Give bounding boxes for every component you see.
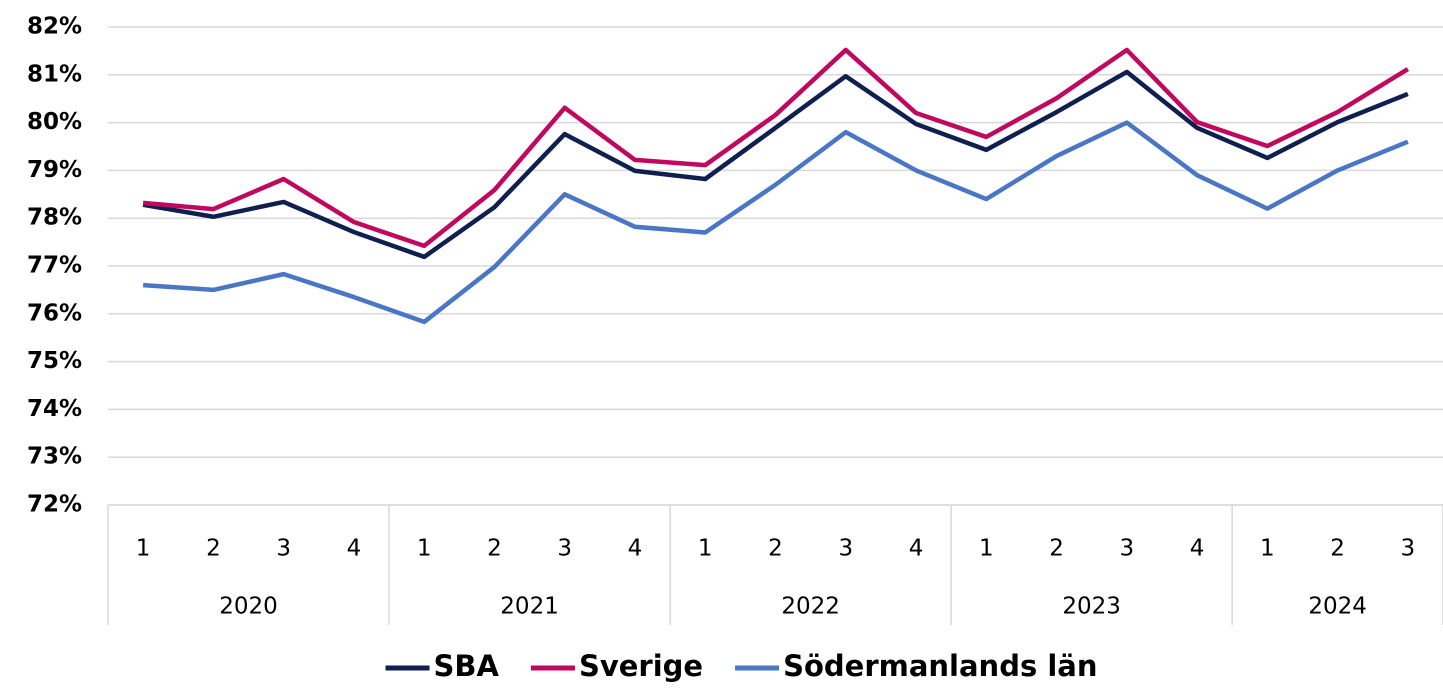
- x-tick-label: 2: [1049, 536, 1064, 562]
- x-tick-label: 1: [136, 536, 151, 562]
- legend-label: SBA: [434, 649, 500, 683]
- y-tick-label: 77%: [27, 253, 82, 279]
- x-group-label: 2023: [1062, 594, 1121, 620]
- y-tick-label: 81%: [27, 61, 82, 87]
- legend-label: Sverige: [579, 649, 703, 683]
- x-tick-label: 3: [838, 536, 853, 562]
- x-tick-label: 2: [487, 536, 502, 562]
- x-tick-label: 1: [698, 536, 713, 562]
- y-tick-label: 72%: [27, 492, 82, 518]
- y-tick-label: 82%: [27, 14, 82, 40]
- x-tick-label: 3: [557, 536, 572, 562]
- series-line: [142, 69, 1409, 260]
- y-tick-label: 74%: [27, 396, 82, 422]
- x-tick-label: 2: [1330, 536, 1345, 562]
- x-group-label: 2024: [1308, 594, 1367, 620]
- y-tick-label: 75%: [27, 348, 82, 374]
- x-tick-label: 1: [417, 536, 432, 562]
- x-tick-label: 3: [1401, 536, 1416, 562]
- y-tick-label: 73%: [27, 444, 82, 470]
- y-tick-label: 80%: [27, 109, 82, 135]
- x-tick-label: 4: [1190, 536, 1205, 562]
- x-tick-label: 4: [909, 536, 924, 562]
- x-group-label: 2022: [781, 594, 840, 620]
- x-tick-label: 1: [979, 536, 994, 562]
- series-line: [142, 47, 1410, 249]
- x-group-label: 2020: [219, 594, 278, 620]
- x-tick-label: 4: [628, 536, 643, 562]
- x-tick-label: 3: [1119, 536, 1134, 562]
- series-line: [142, 120, 1409, 325]
- legend-label: Södermanlands län: [783, 649, 1097, 683]
- x-group-label: 2021: [500, 594, 559, 620]
- x-tick-label: 2: [206, 536, 221, 562]
- x-tick-label: 3: [276, 536, 291, 562]
- x-tick-label: 4: [347, 536, 362, 562]
- y-tick-label: 76%: [27, 300, 82, 326]
- y-tick-label: 78%: [27, 205, 82, 231]
- y-tick-label: 79%: [27, 157, 82, 183]
- x-tick-label: 1: [1260, 536, 1275, 562]
- x-tick-label: 2: [768, 536, 783, 562]
